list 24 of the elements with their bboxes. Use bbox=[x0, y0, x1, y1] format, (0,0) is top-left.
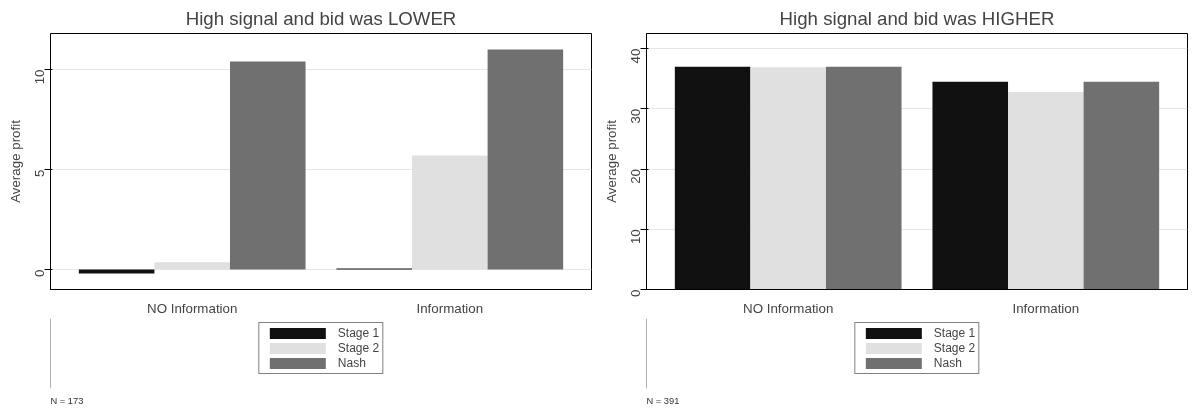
y-tick-label: 40 bbox=[628, 48, 643, 64]
legend-label: Stage 1 bbox=[933, 326, 976, 340]
chart-title: High signal and bid was HIGHER bbox=[779, 7, 1055, 29]
text: N = 173 bbox=[50, 395, 84, 406]
y-axis-title: Average profit bbox=[603, 119, 619, 203]
y-tick-label: 30 bbox=[628, 108, 643, 124]
legend-label: Nash bbox=[337, 356, 366, 370]
x-tick-label: Information bbox=[416, 300, 484, 316]
x-tick-label: Information bbox=[1012, 300, 1080, 316]
y-tick-label: 10 bbox=[628, 229, 643, 245]
x-tick-label: NO Information bbox=[743, 300, 834, 316]
y-tick-label: 5 bbox=[32, 169, 47, 177]
text: N = 391 bbox=[646, 395, 680, 406]
x-tick-label: NO Information bbox=[147, 300, 238, 316]
chart-title: High signal and bid was LOWER bbox=[185, 7, 457, 29]
y-tick-label: 20 bbox=[628, 169, 643, 184]
y-tick-label: 10 bbox=[32, 69, 47, 85]
y-axis-title: Average profit bbox=[7, 119, 23, 203]
legend-label: Stage 2 bbox=[337, 341, 380, 355]
y-tick-label: 0 bbox=[628, 289, 643, 297]
legend-label: Stage 2 bbox=[933, 341, 976, 355]
legend-label: Stage 1 bbox=[337, 326, 380, 340]
legend-label: Nash bbox=[933, 356, 962, 370]
y-tick-label: 0 bbox=[32, 269, 47, 277]
